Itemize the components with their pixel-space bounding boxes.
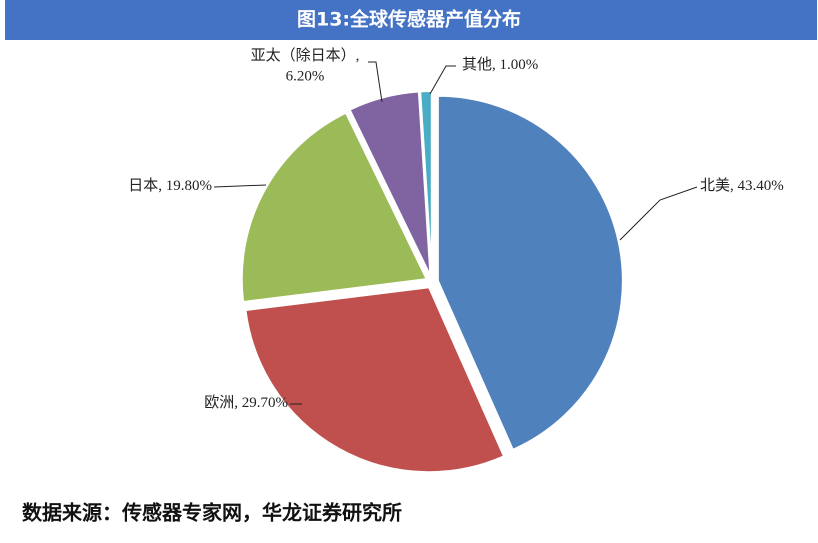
label-separator: ,: [492, 57, 500, 73]
label-category: 日本: [128, 177, 158, 194]
label-value: 43.40%: [738, 178, 784, 194]
source-note: 数据来源：传感器专家网，华龙证券研究所: [22, 501, 402, 525]
data-label: 亚太（除日本）,: [251, 47, 360, 64]
pie-slice: [348, 90, 432, 277]
leader-line: [619, 186, 698, 241]
label-value: 19.80%: [166, 178, 212, 194]
label-value: 29.70%: [242, 395, 288, 411]
label-separator: ,: [730, 178, 738, 194]
chart-title: 图13:全球传感器产值分布: [297, 8, 521, 31]
label-category: 其他: [462, 56, 492, 73]
label-category: 北美: [700, 177, 730, 194]
data-label: 欧洲, 29.70%: [204, 394, 288, 411]
title-banner: [5, 0, 817, 40]
pie-slice: [244, 286, 506, 474]
data-label: 北美, 43.40%: [700, 177, 784, 194]
label-separator: ,: [234, 395, 242, 411]
label-category: 欧洲: [204, 394, 234, 411]
data-label-value: 6.20%: [286, 68, 325, 84]
label-separator: ,: [158, 178, 166, 194]
pie-slice: [436, 94, 624, 452]
leader-line: [368, 61, 383, 103]
leader-line: [213, 184, 267, 188]
data-label: 日本, 19.80%: [128, 177, 212, 194]
pie-slice: [240, 111, 429, 304]
leader-line: [429, 65, 456, 95]
data-label: 其他, 1.00%: [462, 56, 538, 73]
label-category: 亚太（除日本）: [251, 47, 356, 64]
label-separator: ,: [356, 48, 360, 64]
label-value: 1.00%: [500, 57, 539, 73]
